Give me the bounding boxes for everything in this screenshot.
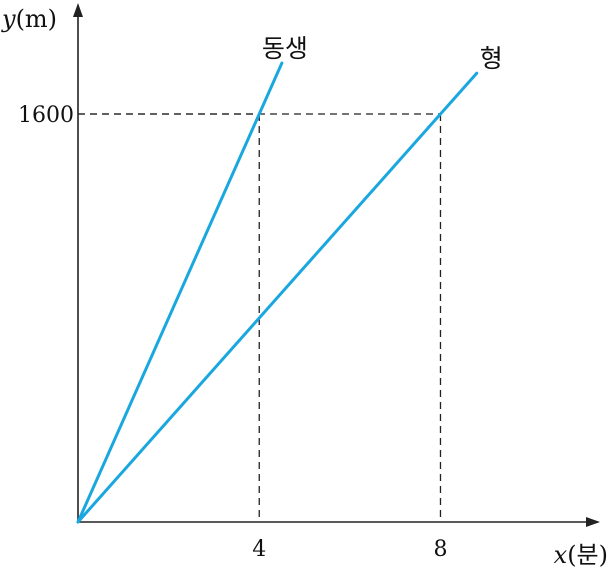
x-tick-label: 8 — [433, 537, 447, 562]
x-axis-arrow-icon — [586, 517, 600, 527]
x-axis-label: x(분) — [554, 541, 608, 569]
series-line — [76, 71, 479, 524]
y-tick-label: 1600 — [18, 103, 74, 128]
series-line — [76, 61, 284, 524]
y-axis-label: y(m) — [1, 5, 57, 33]
x-tick-label: 4 — [252, 537, 266, 562]
y-axis-arrow-icon — [73, 3, 83, 17]
tick-labels: 4 8 1600 — [18, 103, 447, 562]
series-label: 동생 — [262, 34, 308, 63]
series-lines: 동생 형 — [76, 34, 503, 524]
series-label: 형 — [480, 44, 503, 73]
axes — [73, 3, 600, 527]
